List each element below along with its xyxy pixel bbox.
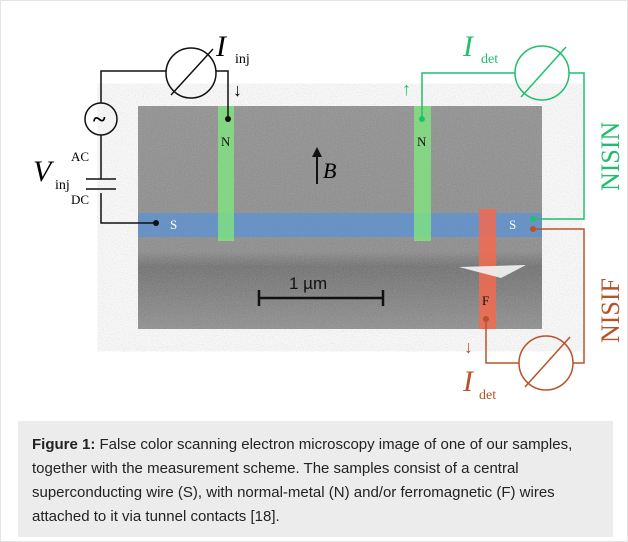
- n-label: N: [221, 134, 231, 149]
- current-label: I: [462, 365, 475, 398]
- contact: [225, 116, 231, 122]
- arrow: ↑: [402, 79, 411, 99]
- scale-label: 1 µm: [289, 274, 327, 293]
- contact: [530, 226, 536, 232]
- contact: [419, 116, 425, 122]
- s-label: S: [509, 217, 516, 232]
- subscript: inj: [235, 52, 250, 67]
- n-label: N: [417, 134, 427, 149]
- f-label: F: [482, 293, 489, 308]
- subscript: inj: [55, 178, 70, 193]
- current-label: I: [462, 30, 475, 63]
- current-label: I: [215, 30, 228, 63]
- ac-label: AC: [71, 149, 89, 164]
- caption-label: Figure 1:: [32, 436, 95, 453]
- dc-label: DC: [71, 192, 89, 207]
- contact: [483, 316, 489, 322]
- nisin-label: NISIN: [596, 121, 625, 191]
- arrow: ↓: [464, 337, 473, 357]
- voltage-label: V: [33, 155, 55, 188]
- source-symbol: ~: [93, 107, 106, 133]
- figure: ~ I inj ↓ V inj AC DC N N S S F B I det …: [1, 1, 627, 411]
- arrow: ↓: [233, 80, 242, 100]
- contact: [530, 216, 536, 222]
- page: ~ I inj ↓ V inj AC DC N N S S F B I det …: [0, 0, 628, 542]
- nisif-label: NISIF: [596, 278, 625, 343]
- field-label: B: [323, 158, 336, 183]
- s-label: S: [170, 217, 177, 232]
- contact: [153, 220, 159, 226]
- caption-text: False color scanning electron microscopy…: [32, 436, 572, 525]
- subscript: det: [479, 388, 496, 403]
- caption: Figure 1: False color scanning electron …: [18, 421, 613, 537]
- subscript: det: [481, 52, 498, 67]
